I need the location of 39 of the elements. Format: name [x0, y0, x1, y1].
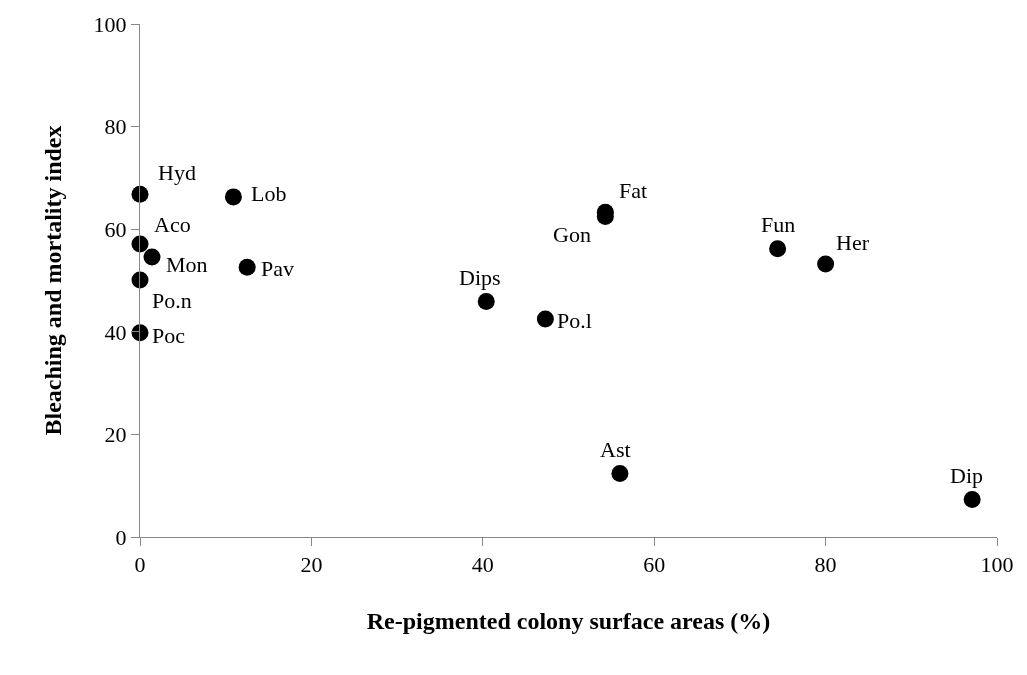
point	[238, 258, 256, 276]
point	[143, 248, 161, 266]
annotation: Po.l	[557, 308, 592, 333]
annotation: Her	[836, 230, 870, 255]
x-axis-title: Re-pigmented colony surface areas (%)	[366, 607, 771, 634]
point	[131, 185, 149, 203]
x-tick-label: 20	[300, 552, 323, 578]
point	[963, 491, 981, 509]
y-tick-label: 40	[104, 319, 127, 345]
annotation: Mon	[166, 252, 208, 277]
annotation: Pav	[261, 256, 294, 281]
x-tick-label: 80	[814, 552, 837, 578]
point	[224, 188, 242, 206]
annotation: Aco	[154, 212, 191, 237]
x-tick-label: 100	[980, 552, 1014, 578]
annotation: Fun	[761, 212, 796, 237]
y-tick-label: 80	[104, 114, 127, 140]
annotation: Gon	[553, 222, 591, 247]
annotation: Ast	[600, 437, 631, 462]
point	[477, 293, 495, 311]
x-tick-label: 0	[134, 552, 146, 578]
point	[769, 240, 787, 258]
annotation: Fat	[619, 178, 648, 203]
annotation: Lob	[251, 181, 287, 206]
annotation: Po.n	[152, 288, 192, 313]
point	[611, 464, 629, 482]
annotation: Poc	[152, 323, 186, 348]
y-tick-label: 100	[93, 11, 127, 37]
annotation: Dips	[459, 265, 501, 290]
y-tick-label: 20	[104, 422, 127, 448]
y-tick-label: 0	[115, 524, 127, 550]
annotation: Hyd	[158, 160, 196, 185]
y-axis-title: Bleaching and mortality index	[39, 125, 66, 436]
annotation: Dip	[950, 463, 983, 488]
point	[817, 255, 835, 273]
point	[536, 310, 554, 328]
x-tick-label: 60	[643, 552, 666, 578]
x-tick-label: 40	[471, 552, 494, 578]
y-tick-label: 60	[104, 216, 127, 242]
